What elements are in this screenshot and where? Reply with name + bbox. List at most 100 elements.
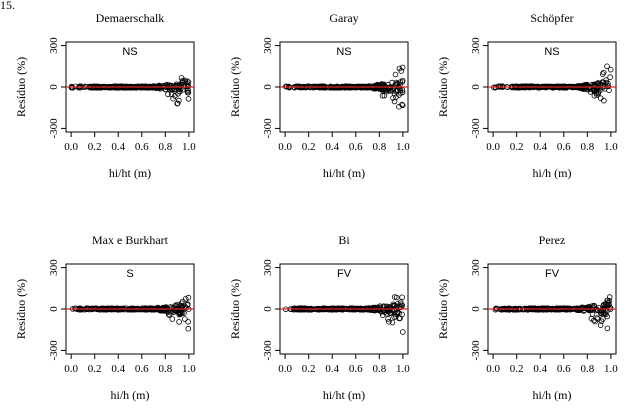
residual-point (379, 312, 386, 319)
x-tick-label: 0.4 (533, 363, 547, 375)
y-axis-label: Resíduo (%) (14, 57, 28, 117)
residual-point (594, 316, 601, 322)
x-tick-label: 0.0 (486, 141, 500, 153)
residual-point (333, 85, 340, 91)
residual-point (182, 316, 188, 322)
plot-title: Max e Burkhart (92, 233, 169, 247)
residual-point (597, 322, 604, 328)
x-tick-label: 1.0 (396, 363, 410, 375)
residual-point (381, 92, 388, 99)
residual-point (185, 89, 192, 96)
x-tick-label: 0.0 (486, 363, 500, 375)
residual-point (184, 88, 191, 94)
residual-point (296, 305, 303, 312)
y-axis: -300 0 300 (48, 259, 66, 361)
significance-label: FV (337, 268, 352, 280)
residual-point (607, 74, 613, 80)
significance-label: FV (545, 268, 560, 280)
y-axis: -300 0 300 (48, 37, 66, 139)
residual-plot-4: Max e Burkhart S 0.0 0.2 0.4 0.6 0.8 1.0 hi/h (m… (14, 233, 196, 402)
residual-plot-3: Schöpfer NS 0.0 0.2 0.4 0.6 0.8 1.0 hi/h (m) -300… (436, 11, 618, 180)
x-axis-label: hi/h (m) (533, 166, 572, 180)
x-axis-label: hi/h (m) (111, 388, 150, 402)
x-tick-label: 0.2 (510, 363, 524, 375)
significance-label: NS (122, 46, 137, 58)
residual-point (603, 79, 609, 86)
residual-point (170, 309, 177, 315)
residual-point (389, 79, 395, 86)
residual-point (580, 82, 586, 89)
residual-plot-5: Bi FV 0.0 0.2 0.4 0.6 0.8 1.0 hi/ht (m) -300 0 300 R… (228, 233, 410, 402)
residual-point (399, 102, 406, 109)
x-axis-label: hi/ht (m) (323, 388, 365, 402)
residual-point (393, 311, 399, 318)
y-tick-label: 0 (262, 84, 274, 90)
residual-point (390, 302, 397, 309)
y-tick-label: -300 (48, 118, 60, 139)
x-tick-label: 0.8 (580, 141, 594, 153)
residual-point (391, 314, 398, 320)
residual-point (527, 83, 533, 90)
y-tick-label: -300 (48, 340, 60, 361)
residual-point (603, 301, 610, 308)
y-axis-label: Resíduo (%) (14, 279, 28, 339)
residual-point (182, 296, 189, 302)
residual-point (397, 299, 404, 306)
residual-point (185, 294, 192, 301)
y-tick-label: -300 (262, 118, 274, 139)
y-axis: -300 0 300 (470, 37, 488, 139)
residual-point (185, 96, 192, 102)
y-axis-label: Resíduo (%) (436, 279, 450, 339)
residual-point (396, 315, 402, 322)
x-tick-label: 0.2 (510, 141, 524, 153)
significance-label: NS (336, 46, 351, 58)
x-tick-label: 1.0 (396, 141, 410, 153)
y-tick-label: 300 (262, 259, 274, 276)
residual-point (165, 91, 171, 98)
x-tick-label: 0.0 (278, 141, 292, 153)
residual-point (604, 302, 610, 309)
x-tick-label: 0.4 (325, 141, 339, 153)
residual-point (387, 87, 393, 94)
x-tick-label: 0.8 (580, 363, 594, 375)
residual-plot-2: Garay NS 0.0 0.2 0.4 0.6 0.8 1.0 hi/ht (m) -300 0 3… (228, 11, 410, 180)
x-axis: 0.0 0.2 0.4 0.6 0.8 1.0 (486, 354, 618, 375)
residual-point (169, 316, 176, 322)
residual-point (176, 319, 182, 325)
significance-label: NS (544, 46, 559, 58)
residual-point (165, 311, 172, 318)
y-tick-label: -300 (470, 118, 482, 139)
residual-points (68, 75, 192, 107)
y-tick-label: 300 (470, 37, 482, 54)
residual-point (600, 302, 607, 309)
residual-points (282, 294, 406, 335)
x-tick-label: 0.6 (135, 363, 149, 375)
residual-point (492, 306, 499, 313)
residual-point (399, 302, 406, 309)
residual-point (595, 304, 602, 311)
x-tick-label: 0.6 (349, 363, 363, 375)
x-tick-label: 0.0 (278, 363, 292, 375)
residual-point (397, 90, 404, 96)
residual-point (399, 311, 405, 318)
x-axis: 0.0 0.2 0.4 0.6 0.8 1.0 (278, 354, 410, 375)
x-tick-label: 1.0 (182, 363, 196, 375)
residual-point (597, 95, 604, 101)
residual-point (604, 63, 610, 70)
residual-point (599, 71, 606, 77)
y-axis: -300 0 300 (470, 259, 488, 360)
residual-point (590, 305, 596, 311)
residual-point (586, 304, 592, 311)
residual-plot-1: Demaerschalk NS 0.0 0.2 0.4 0.6 0.8 1.0 hi/ht (m… (14, 11, 196, 180)
x-tick-label: 0.4 (111, 141, 125, 153)
figure-corner-label: 15. (0, 0, 15, 12)
x-tick-label: 0.4 (325, 363, 339, 375)
x-tick-label: 1.0 (182, 141, 196, 153)
residual-point (594, 315, 600, 321)
x-tick-label: 0.8 (372, 141, 386, 153)
x-tick-label: 0.4 (111, 363, 125, 375)
residual-point (606, 302, 612, 309)
residual-point (390, 95, 396, 101)
residual-point (529, 83, 536, 89)
residual-point (394, 309, 401, 316)
